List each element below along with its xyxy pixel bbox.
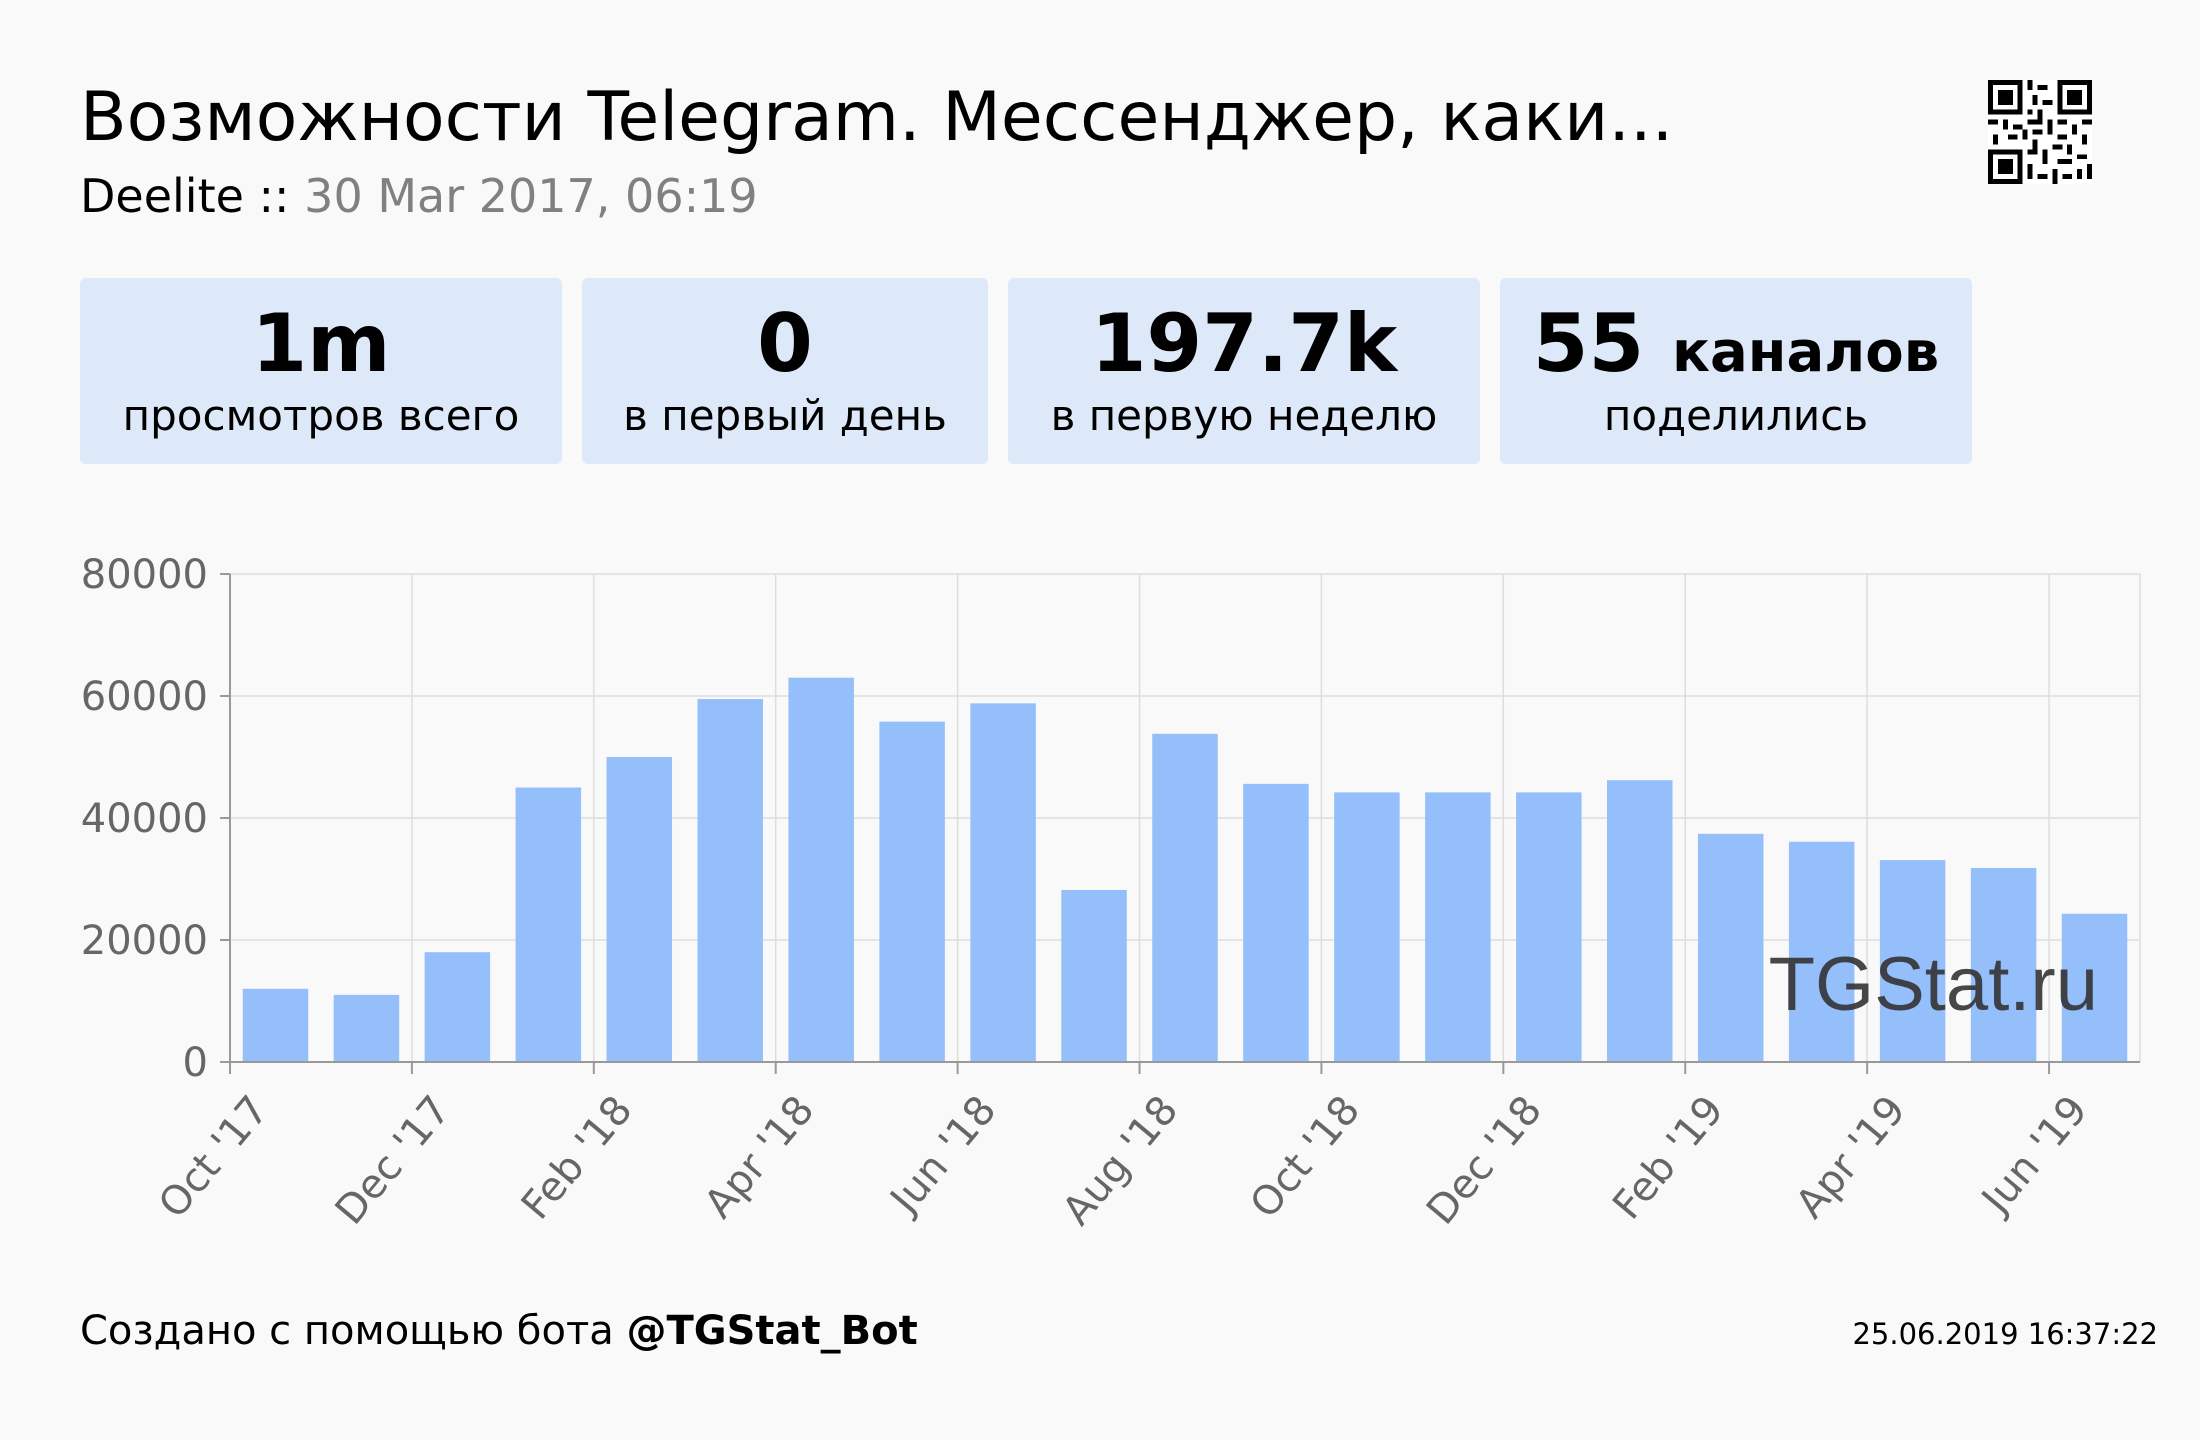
post-date: 30 Mar 2017, 06:19 [304, 169, 758, 223]
stat-label: поделились [1603, 391, 1869, 440]
x-tick-label: Jun '19 [1971, 1087, 2096, 1224]
views-bar-chart: 0 20000 40000 60000 80000 Oct '17 Dec '17 Feb … [81, 552, 2141, 1234]
bot-link[interactable]: @TGStat_Bot [626, 1308, 918, 1354]
y-tick-label: 20000 [81, 918, 208, 964]
stat-unit: каналов [1671, 320, 1940, 385]
bar-feb-18 [606, 757, 673, 1062]
x-tick-label: Feb '18 [513, 1087, 642, 1228]
x-tick-label: Apr '19 [1787, 1087, 1915, 1227]
bar-jun-19 [2061, 913, 2128, 1062]
stat-card-first-week: 197.7k в первую неделю [1008, 278, 1480, 464]
stat-card-channels: 55 каналов поделились [1500, 278, 1972, 464]
bar-jul-18 [1061, 889, 1127, 1062]
bar-apr-19 [1879, 860, 1946, 1062]
bar-oct-17 [242, 988, 309, 1062]
bar-nov-18 [1425, 792, 1491, 1062]
bar-may-19 [1970, 868, 2037, 1062]
stat-label: в первую неделю [1050, 391, 1438, 440]
bar-mar-19 [1788, 841, 1855, 1062]
x-axis-ticks: Oct '17 Dec '17 Feb '18 Apr '18 Jun '18 Aug '… [150, 1087, 2097, 1234]
x-tick-label: Dec '17 [327, 1087, 460, 1233]
bar-dec-18 [1516, 792, 1582, 1062]
footer-credit: Создано с помощью бота @TGStat_Bot [80, 1306, 918, 1356]
stat-label: просмотров всего [122, 391, 520, 440]
bar-sep-18 [1243, 783, 1309, 1062]
channel-name: Deelite [80, 169, 244, 223]
y-tick-label: 80000 [81, 552, 208, 598]
stat-card-total-views: 1m просмотров всего [80, 278, 562, 464]
bar-dec-17 [424, 952, 491, 1062]
x-tick-label: Oct '18 [1241, 1087, 1369, 1227]
x-tick-label: Apr '18 [696, 1087, 824, 1227]
x-tick-label: Aug '18 [1054, 1087, 1187, 1234]
bar-mar-18 [697, 699, 763, 1062]
y-tick-label: 40000 [81, 796, 208, 842]
stat-value: 55 каналов [1532, 297, 1940, 390]
bar-jan-18 [515, 787, 582, 1062]
stat-value: 0 [757, 297, 813, 390]
post-title: Возможности Telegram. Мессенджер, каки..… [80, 78, 1674, 157]
y-tick-label: 0 [183, 1040, 208, 1086]
stat-value: 197.7k [1090, 297, 1398, 390]
y-tick-label: 60000 [81, 674, 208, 720]
chart-watermark: TGStat.ru [1769, 942, 2098, 1027]
stat-card-first-day: 0 в первый день [582, 278, 988, 464]
bar-aug-18 [1152, 733, 1218, 1062]
bar-jun-18 [970, 703, 1036, 1062]
bar-feb-19 [1697, 833, 1764, 1062]
post-subtitle: Deelite :: 30 Mar 2017, 06:19 [80, 168, 758, 224]
stat-label: в первый день [623, 391, 947, 440]
y-axis-ticks: 0 20000 40000 60000 80000 [81, 552, 208, 1086]
subtitle-separator: :: [243, 169, 305, 223]
footer-prefix: Создано с помощью бота [80, 1308, 627, 1354]
x-tick-label: Jun '18 [880, 1087, 1005, 1224]
qr-code-icon [1988, 80, 2092, 184]
bar-jan-19 [1607, 780, 1673, 1062]
bar-apr-18 [788, 677, 854, 1062]
x-tick-label: Feb '19 [1604, 1087, 1733, 1228]
stat-value: 1m [251, 297, 391, 390]
bar-may-18 [879, 721, 945, 1062]
footer-timestamp: 25.06.2019 16:37:22 [1852, 1317, 2158, 1351]
x-tick-label: Dec '18 [1418, 1087, 1551, 1233]
bar-oct-18 [1334, 792, 1400, 1062]
chart-axes [220, 573, 2140, 1074]
x-tick-label: Oct '17 [150, 1087, 278, 1227]
chart-bars [242, 677, 2128, 1062]
bar-nov-17 [333, 994, 400, 1062]
